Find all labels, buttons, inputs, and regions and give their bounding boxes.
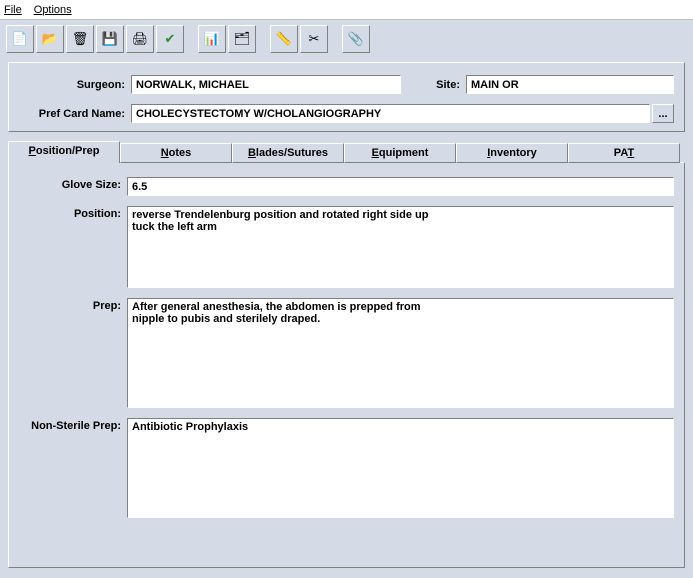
tb-chart-icon[interactable]: 📊 — [198, 25, 226, 53]
glove-size-label: Glove Size: — [19, 177, 127, 191]
tab-blades-sutures[interactable]: Blades/Sutures — [232, 143, 344, 163]
tb-save-icon[interactable]: 💾 — [96, 25, 124, 53]
menu-file[interactable]: File — [4, 4, 22, 16]
tb-delete-icon[interactable]: 🗑 — [66, 25, 94, 53]
prefcard-field[interactable] — [131, 104, 650, 123]
tab-position-prep[interactable]: Position/Prep — [8, 141, 120, 163]
tb-print-icon[interactable]: 🖨 — [126, 25, 154, 53]
menu-options[interactable]: Options — [34, 4, 72, 16]
nonsterile-prep-label: Non-Sterile Prep: — [19, 418, 127, 432]
tb-attach-icon[interactable]: 📎 — [342, 25, 370, 53]
glove-size-field[interactable] — [127, 177, 674, 196]
tb-new-icon[interactable]: 📄 — [6, 25, 34, 53]
tab-notes[interactable]: Notes — [120, 143, 232, 163]
tab-panel-position-prep: Glove Size: Position: reverse Trendelenb… — [8, 162, 685, 568]
header-panel: Surgeon: Site: Pref Card Name: ... — [8, 62, 685, 132]
prep-label: Prep: — [19, 298, 127, 312]
surgeon-label: Surgeon: — [19, 79, 131, 91]
menu-bar: File Options — [0, 0, 693, 20]
prefcard-browse-button[interactable]: ... — [652, 104, 674, 123]
tabstrip: Position/Prep Notes Blades/Sutures Equip… — [8, 141, 685, 163]
toolbar: 📄 📂 🗑 💾 🖨 ✔ 📊 🗂 📏 ✂ 📎 — [0, 20, 693, 58]
position-label: Position: — [19, 206, 127, 220]
tab-pat[interactable]: PAT — [568, 143, 680, 163]
tb-check-icon[interactable]: ✔ — [156, 25, 184, 53]
site-label: Site: — [430, 79, 466, 91]
prep-field[interactable]: After general anesthesia, the abdomen is… — [127, 298, 674, 408]
tb-card-icon[interactable]: 🗂 — [228, 25, 256, 53]
tb-cut-icon[interactable]: ✂ — [300, 25, 328, 53]
tb-open-icon[interactable]: 📂 — [36, 25, 64, 53]
tab-inventory[interactable]: Inventory — [456, 143, 568, 163]
tabs-container: Position/Prep Notes Blades/Sutures Equip… — [8, 140, 685, 568]
surgeon-field[interactable] — [131, 75, 401, 94]
tb-ruler-icon[interactable]: 📏 — [270, 25, 298, 53]
site-field[interactable] — [466, 75, 674, 94]
tab-equipment[interactable]: Equipment — [344, 143, 456, 163]
nonsterile-prep-field[interactable]: Antibiotic Prophylaxis — [127, 418, 674, 518]
prefcard-label: Pref Card Name: — [19, 108, 131, 120]
position-field[interactable]: reverse Trendelenburg position and rotat… — [127, 206, 674, 288]
